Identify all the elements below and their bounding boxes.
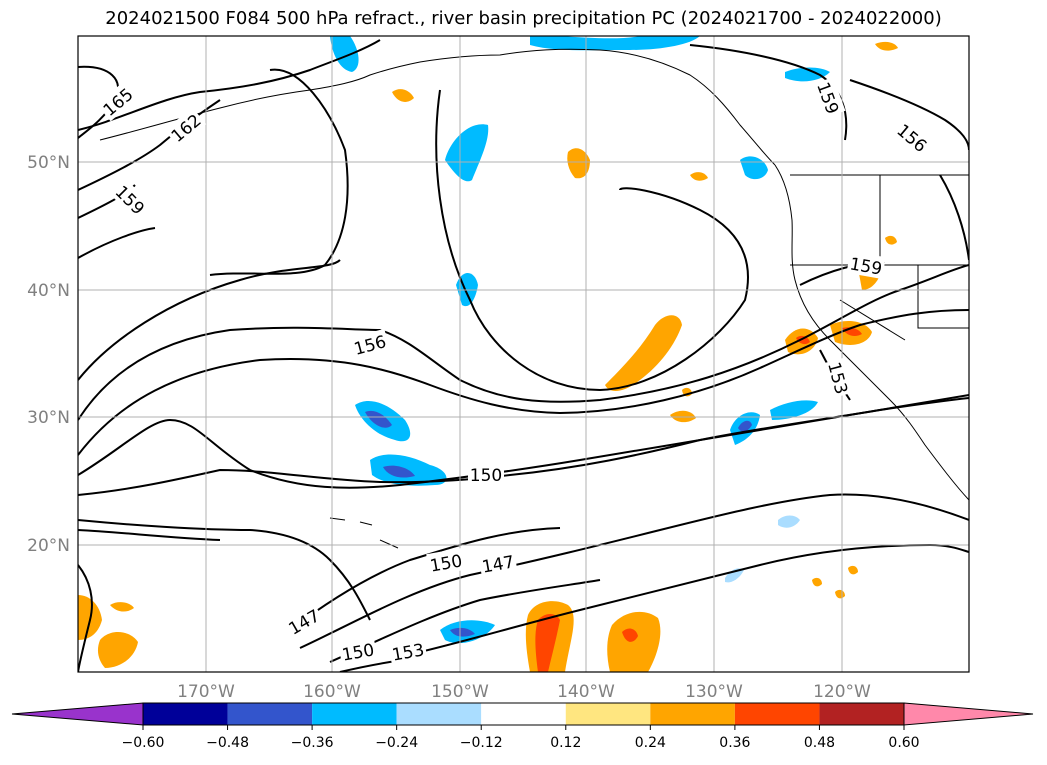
map-frame	[77, 35, 970, 673]
colorbar-swatch	[481, 703, 566, 725]
longitude-labels: 170°W 160°W 150°W 140°W 130°W 120°W	[177, 682, 871, 702]
colorbar: −0.60 −0.48 −0.36 −0.24 −0.12 0.12 0.24 0.36 0.4…	[11, 702, 1034, 751]
lat-label-40n: 40°N	[27, 281, 70, 301]
lat-label-50n: 50°N	[27, 153, 70, 173]
lat-label-20n: 20°N	[27, 536, 70, 556]
colorbar-tick-label: −0.36	[291, 735, 334, 751]
colorbar-tick-label: −0.12	[460, 735, 503, 751]
colorbar-swatch	[819, 703, 904, 725]
colorbar-swatch	[650, 703, 735, 725]
colorbar-swatch	[734, 703, 820, 725]
colorbar-extend-high	[903, 702, 1034, 726]
lat-label-30n: 30°N	[27, 408, 70, 428]
colorbar-swatch	[143, 703, 228, 725]
lon-label-130w: 130°W	[685, 682, 743, 702]
lon-label-120w: 120°W	[813, 682, 871, 702]
colorbar-tick-label: −0.60	[122, 735, 165, 751]
colorbar-border	[142, 702, 905, 726]
lon-label-140w: 140°W	[557, 682, 615, 702]
contour-labels: 165 162 159 156 150 147 150 147 150 153 …	[96, 76, 934, 666]
colorbar-tick-label: −0.24	[375, 735, 418, 751]
colorbar-tick-label: 0.48	[804, 735, 835, 751]
lon-label-160w: 160°W	[303, 682, 361, 702]
colorbar-tick-label: 0.24	[635, 735, 666, 751]
colorbar-swatch	[565, 703, 651, 725]
colorbar-tick-label: 0.12	[550, 735, 581, 751]
map-area: 165 162 159 156 150 147 150 147 150 153 …	[78, 36, 969, 672]
colorbar-extend-low	[11, 702, 144, 726]
latitude-labels: 50°N 40°N 30°N 20°N	[27, 153, 70, 556]
lon-label-170w: 170°W	[177, 682, 235, 702]
colorbar-swatch	[227, 703, 313, 725]
colorbar-swatch	[396, 703, 482, 725]
colorbar-tick-label: 0.36	[719, 735, 750, 751]
map-title: 2024021500 F084 500 hPa refract., river …	[105, 8, 942, 29]
colorbar-swatch	[312, 703, 397, 725]
lon-label-150w: 150°W	[431, 682, 489, 702]
contour-label-150: 150	[470, 466, 502, 486]
colorbar-tick-label: 0.60	[888, 735, 919, 751]
colorbar-tick-label: −0.48	[206, 735, 249, 751]
